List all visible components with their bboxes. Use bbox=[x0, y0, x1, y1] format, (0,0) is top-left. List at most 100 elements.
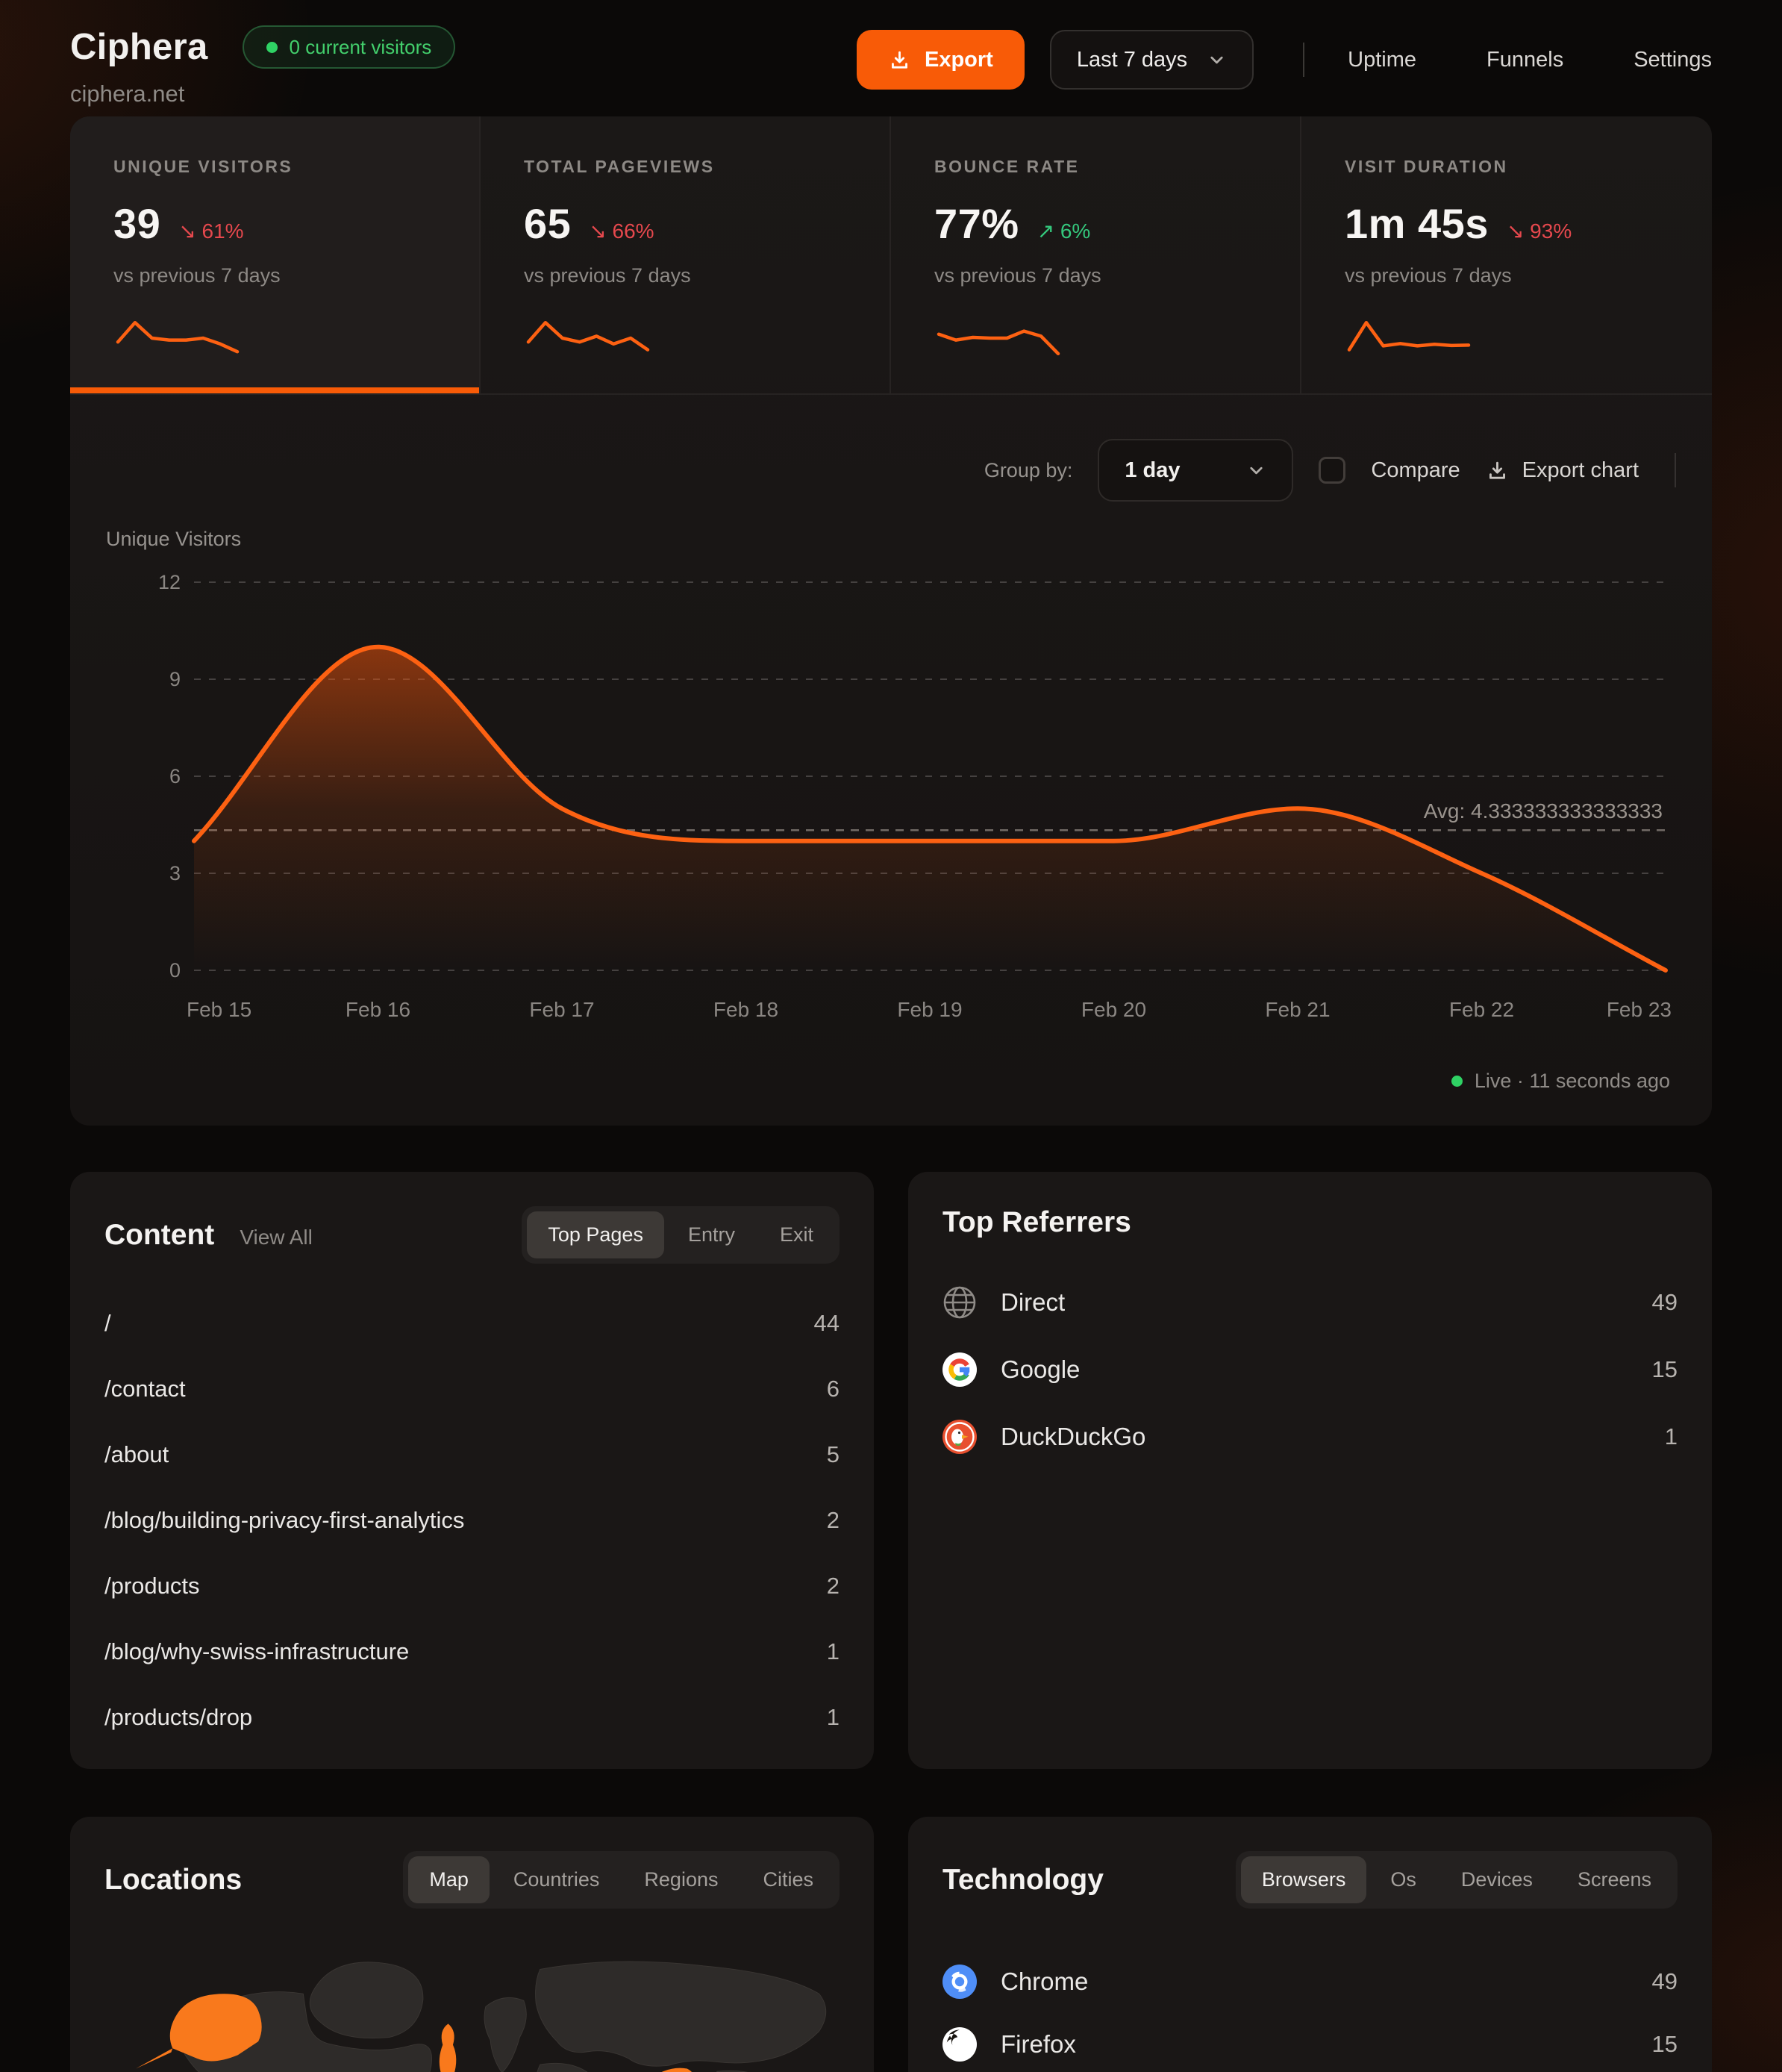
live-status-text: Live · 11 seconds ago bbox=[1474, 1069, 1670, 1092]
visitors-line bbox=[192, 644, 1668, 973]
nav-link-settings[interactable]: Settings bbox=[1634, 47, 1712, 72]
nav-link-uptime[interactable]: Uptime bbox=[1348, 47, 1417, 72]
stat-value: 1m 45s bbox=[1345, 200, 1489, 247]
export-chart-button[interactable]: Export chart bbox=[1486, 458, 1639, 483]
content-row[interactable]: /contact 6 bbox=[104, 1356, 840, 1422]
group-by-select[interactable]: 1 day bbox=[1098, 439, 1294, 502]
referrers-card: Top Referrers Direct 49 Google 15 DuckDuckGo… bbox=[908, 1172, 1712, 1769]
content-row[interactable]: / 44 bbox=[104, 1291, 840, 1356]
chart-y-axis-title: Unique Visitors bbox=[106, 528, 242, 550]
tab-screens[interactable]: Screens bbox=[1557, 1856, 1672, 1903]
date-range-select[interactable]: Last 7 days bbox=[1049, 30, 1254, 90]
content-row[interactable]: /blog/why-swiss-infrastructure 1 bbox=[104, 1619, 840, 1685]
tab-map[interactable]: Map bbox=[408, 1856, 490, 1903]
google-row[interactable]: Google 15 bbox=[942, 1336, 1678, 1403]
source-count: 49 bbox=[1651, 1968, 1678, 1994]
live-status: Live · 11 seconds ago bbox=[106, 1064, 1670, 1097]
chrome-row[interactable]: Chrome 49 bbox=[942, 1950, 1678, 2013]
tab-browsers[interactable]: Browsers bbox=[1240, 1856, 1367, 1903]
site-domain: ciphera.net bbox=[70, 81, 185, 107]
compare-checkbox[interactable] bbox=[1319, 457, 1346, 484]
export-button[interactable]: Export bbox=[857, 30, 1025, 90]
view-all-link[interactable]: View All bbox=[240, 1225, 313, 1249]
source-name: Google bbox=[1001, 1355, 1081, 1383]
page-count: 5 bbox=[826, 1441, 840, 1467]
stat-comparison-note: vs previous 7 days bbox=[524, 264, 691, 287]
stat-card-visit-duration[interactable]: VISIT DURATION 1m 45s ↘ 93% vs previous 7 d… bbox=[1301, 116, 1712, 393]
content-row[interactable]: /blog/building-privacy-first-analytics 2 bbox=[104, 1488, 840, 1553]
x-tick-label: Feb 15 bbox=[187, 998, 251, 1021]
tab-devices[interactable]: Devices bbox=[1440, 1856, 1554, 1903]
world-map-svg bbox=[135, 1961, 827, 2072]
stats-row: UNIQUE VISITORS 39 ↘ 61% vs previous 7 days… bbox=[70, 116, 1712, 395]
x-tick-label: Feb 17 bbox=[529, 998, 594, 1021]
page-path: /products bbox=[104, 1573, 200, 1599]
main-nav: Uptime Funnels Settings bbox=[1348, 48, 1712, 72]
page-path: /about bbox=[104, 1441, 169, 1467]
current-visitors-badge[interactable]: 0 current visitors bbox=[242, 25, 456, 69]
referrer-rows: Direct 49 Google 15 DuckDuckGo 1 bbox=[942, 1269, 1678, 1470]
chevron-down-icon bbox=[1207, 50, 1227, 70]
world-map[interactable] bbox=[104, 1928, 840, 2072]
stat-delta: ↘ 93% bbox=[1506, 219, 1572, 243]
tab-top-pages[interactable]: Top Pages bbox=[527, 1211, 664, 1258]
x-tick-label: Feb 22 bbox=[1449, 998, 1514, 1021]
source-name: DuckDuckGo bbox=[1001, 1423, 1146, 1450]
stat-card-unique-visitors[interactable]: UNIQUE VISITORS 39 ↘ 61% vs previous 7 days bbox=[70, 116, 481, 393]
source-name: Firefox bbox=[1001, 2030, 1076, 2058]
stat-label: VISIT DURATION bbox=[1345, 157, 1508, 176]
content-card: Content View All Top Pages Entry Exit /44/… bbox=[70, 1172, 874, 1769]
date-range-value: Last 7 days bbox=[1076, 47, 1188, 72]
referrers-title: Top Referrers bbox=[942, 1206, 1131, 1238]
stat-delta: ↘ 66% bbox=[589, 219, 654, 243]
y-tick-label: 9 bbox=[169, 668, 181, 690]
stat-card-total-pageviews[interactable]: TOTAL PAGEVIEWS 65 ↘ 66% vs previous 7 days bbox=[481, 116, 891, 393]
chart-controls: Group by: 1 day Compare Export chart bbox=[106, 438, 1676, 502]
stat-comparison-note: vs previous 7 days bbox=[113, 264, 281, 287]
chevron-down-icon bbox=[1246, 461, 1266, 481]
stat-comparison-note: vs previous 7 days bbox=[934, 264, 1101, 287]
technology-tab-group: Browsers Os Devices Screens bbox=[1235, 1851, 1678, 1909]
locations-tab-group: Map Countries Regions Cities bbox=[403, 1851, 840, 1909]
chart-section: Group by: 1 day Compare Export chart Uni… bbox=[70, 395, 1712, 1126]
technology-rows: Chrome 49 Firefox 15 bbox=[942, 1950, 1678, 2072]
source-count: 1 bbox=[1664, 1423, 1678, 1450]
live-dot-icon bbox=[266, 41, 278, 53]
chevron-down-icon bbox=[1250, 466, 1263, 474]
firefox-row[interactable]: Firefox 15 bbox=[942, 2013, 1678, 2072]
duckduckgo-icon bbox=[942, 1420, 977, 1454]
page-count: 1 bbox=[826, 1704, 840, 1730]
x-tick-label: Feb 16 bbox=[346, 998, 410, 1021]
content-row[interactable]: /about 5 bbox=[104, 1422, 840, 1488]
tab-regions[interactable]: Regions bbox=[623, 1856, 739, 1903]
live-dot-icon bbox=[1451, 1075, 1463, 1087]
nav-link-funnels[interactable]: Funnels bbox=[1486, 47, 1564, 72]
tab-entry[interactable]: Entry bbox=[667, 1211, 756, 1258]
source-name: Chrome bbox=[1001, 1968, 1089, 1995]
download-icon bbox=[888, 49, 911, 72]
highlighted-countries bbox=[135, 1994, 692, 2072]
stat-card-bounce-rate[interactable]: BOUNCE RATE 77% ↗ 6% vs previous 7 days bbox=[891, 116, 1301, 393]
page-count: 2 bbox=[826, 1507, 840, 1533]
y-tick-label: 0 bbox=[169, 959, 181, 982]
tab-os[interactable]: Os bbox=[1369, 1856, 1437, 1903]
x-tick-label: Feb 18 bbox=[713, 998, 778, 1021]
direct-row[interactable]: Direct 49 bbox=[942, 1269, 1678, 1336]
page-path: /contact bbox=[104, 1376, 186, 1402]
stat-label: BOUNCE RATE bbox=[934, 157, 1080, 176]
technology-title: Technology bbox=[942, 1863, 1104, 1896]
download-icon bbox=[1489, 461, 1505, 479]
content-row[interactable]: /products/drop 1 bbox=[104, 1685, 840, 1750]
tab-countries[interactable]: Countries bbox=[493, 1856, 621, 1903]
chevron-down-icon bbox=[1210, 56, 1223, 63]
header: Ciphera 0 current visitors ciphera.net E… bbox=[70, 25, 1712, 107]
tab-cities[interactable]: Cities bbox=[742, 1856, 834, 1903]
content-row[interactable]: /products 2 bbox=[104, 1553, 840, 1619]
source-name: Direct bbox=[1001, 1288, 1066, 1316]
x-tick-label: Feb 20 bbox=[1081, 998, 1146, 1021]
tab-exit[interactable]: Exit bbox=[759, 1211, 834, 1258]
duckduckgo-row[interactable]: DuckDuckGo 1 bbox=[942, 1403, 1678, 1470]
stat-sparkline bbox=[526, 320, 650, 352]
unique-visitors-area-chart[interactable]: 0 3 6 9 12 Avg: 4.333333333333333 Feb 15 Feb 16… bbox=[106, 555, 1676, 1057]
x-tick-label: Feb 19 bbox=[897, 998, 962, 1021]
